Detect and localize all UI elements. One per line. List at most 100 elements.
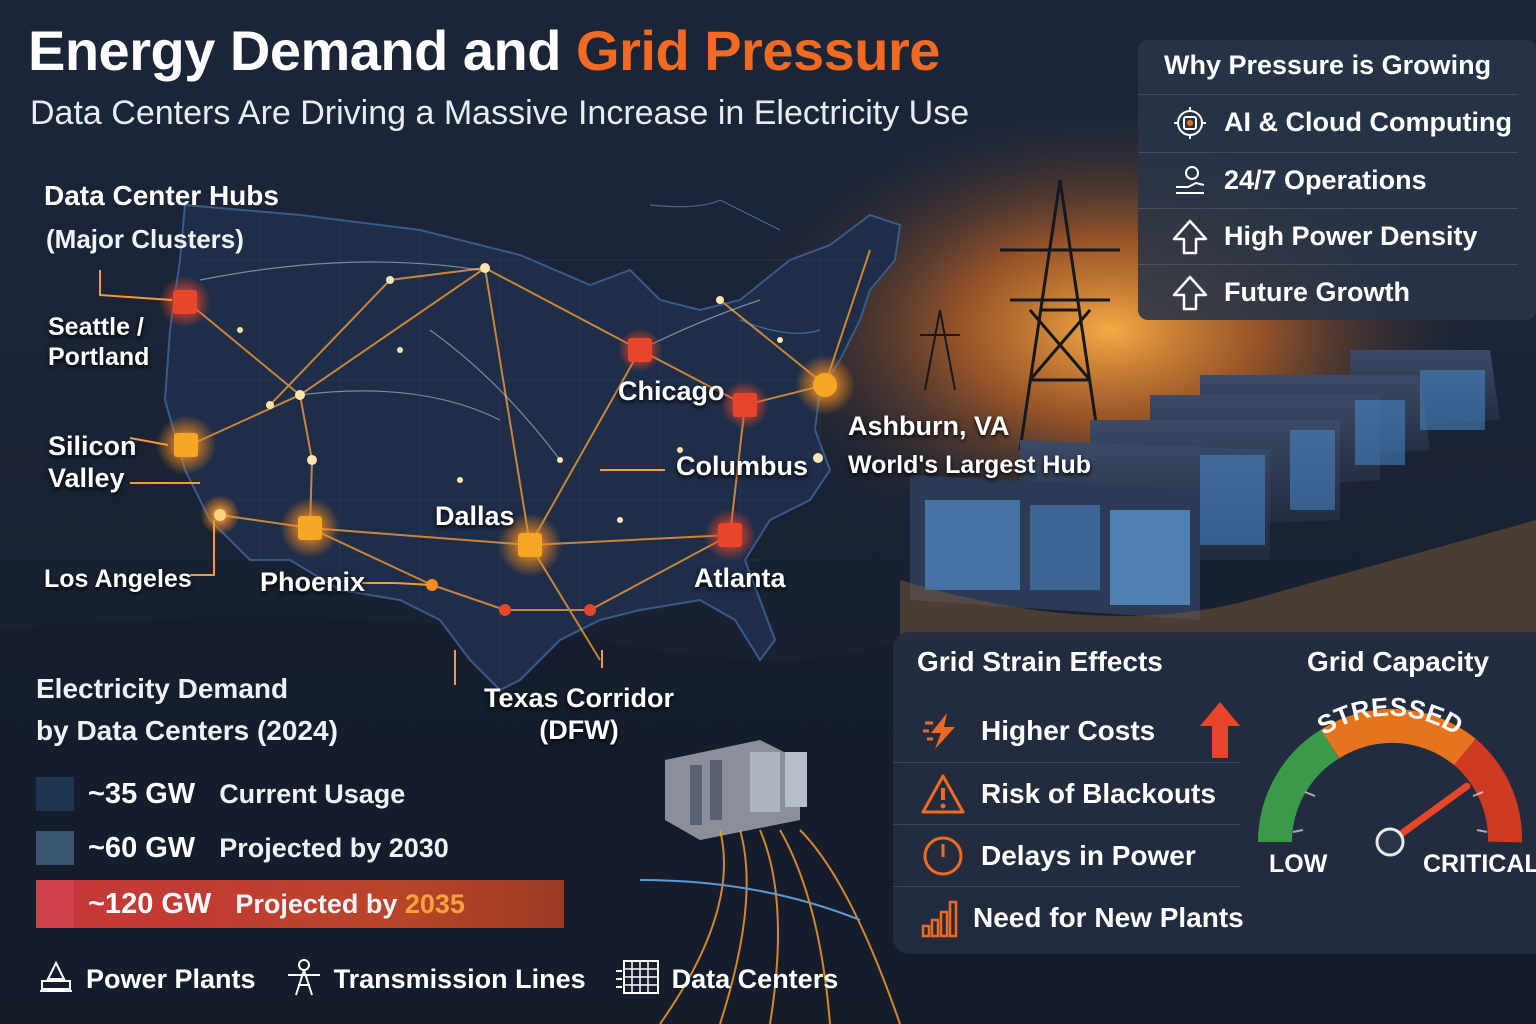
demand-label-year: 2035 [404, 888, 465, 919]
hub-dallas [518, 533, 542, 557]
demand-label: Current Usage [219, 778, 406, 809]
glowing-transmission-paths [639, 829, 901, 1024]
hub-phoenix [298, 516, 322, 540]
label-silicon-line1: Silicon [48, 431, 137, 461]
label-texas-corridor: Texas Corridor (DFW) [484, 682, 674, 747]
transmission-tower [1000, 179, 1120, 451]
label-leaders [99, 270, 665, 685]
gauge-low-segment [1258, 729, 1340, 843]
operations-icon [1164, 161, 1216, 201]
us-map-outline [163, 203, 902, 692]
demand-swatch [36, 831, 74, 865]
strain-item-costs: Higher Costs [893, 700, 1240, 762]
city-lights [237, 263, 823, 616]
demand-value: ~60 GW [88, 831, 196, 864]
label-dallas: Dallas [435, 501, 515, 531]
strain-item-new-plants: Need for New Plants [893, 886, 1244, 948]
gauge-high-segment [1453, 739, 1523, 843]
why-pressure-panel: Why Pressure is Growing AI & Cloud Compu… [1138, 40, 1536, 320]
demand-value: ~35 GW [88, 777, 196, 810]
gauge-hub [1375, 827, 1405, 857]
why-item-density: High Power Density [1138, 208, 1518, 264]
demand-title: Electricity Demand by Data Centers (2024… [36, 668, 338, 752]
label-silicon-valley: Silicon Valley [48, 430, 137, 495]
demand-row-current: ~35 GW Current Usage [36, 774, 405, 814]
label-seattle-line2: Portland [48, 343, 150, 371]
strain-item-label: Risk of Blackouts [981, 777, 1216, 809]
data-center-icon [614, 957, 662, 1002]
strain-item-label: Delays in Power [981, 839, 1196, 871]
label-texas-line2: (DFW) [539, 715, 619, 746]
demand-label: Projected by 2030 [219, 832, 449, 863]
hub-seattle [173, 290, 197, 314]
label-ashburn: Ashburn, VA [848, 411, 1010, 441]
legend-label: Data Centers [671, 963, 839, 994]
page-title: Energy Demand and Grid Pressure [28, 18, 940, 83]
warning-icon [917, 772, 969, 816]
hub-nodes [156, 276, 855, 577]
demand-swatch [36, 777, 74, 811]
hubs-subtitle: (Major Clusters) [46, 224, 244, 254]
legend-transmission-lines: Transmission Lines [284, 957, 586, 1002]
up-arrow-icon [1164, 273, 1216, 313]
clock-icon [917, 834, 969, 878]
hub-silicon-valley [174, 433, 198, 457]
label-atlanta: Atlanta [694, 563, 786, 593]
why-item-label: AI & Cloud Computing [1224, 107, 1512, 137]
lightning-icon [917, 709, 969, 753]
strain-item-label: Need for New Plants [973, 901, 1244, 933]
gauge-needle [1386, 782, 1471, 846]
hub-atlanta [718, 523, 742, 547]
up-arrow-icon [1164, 217, 1216, 257]
demand-title-line2: by Data Centers (2024) [36, 715, 338, 746]
page-subtitle: Data Centers Are Driving a Massive Incre… [30, 94, 970, 132]
demand-swatch [36, 880, 74, 928]
hub-los-angeles [214, 509, 226, 521]
label-silicon-line2: Valley [48, 463, 125, 494]
label-phoenix: Phoenix [260, 567, 366, 597]
label-chicago: Chicago [618, 376, 725, 406]
label-los-angeles: Los Angeles [44, 565, 192, 593]
label-texas-line1: Texas Corridor [484, 683, 675, 713]
legend-label: Power Plants [86, 963, 256, 994]
bar-chart-icon [917, 896, 961, 940]
label-columbus: Columbus [676, 451, 808, 481]
why-panel-title: Why Pressure is Growing [1164, 50, 1492, 80]
increase-arrow-icon [1200, 702, 1240, 758]
why-item-label: Future Growth [1224, 277, 1410, 307]
map-legend: Power Plants Transmission Lines Data Cen… [36, 956, 866, 1002]
grid-strain-panel: Grid Strain Effects Grid Capacity Higher… [893, 632, 1536, 954]
ai-chip-icon [1164, 103, 1216, 143]
power-plant-icon [36, 959, 76, 1000]
demand-row-2035: ~120 GW Projected by 2035 [36, 880, 564, 928]
why-item-operations: 24/7 Operations [1138, 152, 1518, 208]
legend-data-centers: Data Centers [614, 957, 839, 1002]
label-seattle: Seattle / Portland [48, 312, 149, 372]
label-ashburn-note: World's Largest Hub [848, 451, 1092, 479]
data-center-campus [900, 350, 1536, 640]
demand-title-line1: Electricity Demand [36, 673, 289, 704]
label-seattle-line1: Seattle / [48, 313, 144, 341]
demand-label: Projected by 2035 [235, 889, 465, 920]
hub-ashburn [813, 373, 837, 397]
strain-panel-title: Grid Strain Effects [917, 646, 1163, 677]
legend-label: Transmission Lines [333, 963, 586, 994]
title-accent: Grid Pressure [576, 19, 940, 82]
why-item-label: 24/7 Operations [1224, 165, 1427, 195]
strain-item-label: Higher Costs [981, 715, 1156, 746]
strain-item-delays: Delays in Power [893, 824, 1240, 886]
grid-capacity-gauge: STRESSED [1258, 692, 1523, 857]
demand-row-2030: ~60 GW Projected by 2030 [36, 828, 449, 868]
capacity-title: Grid Capacity [1307, 646, 1490, 677]
map-grid [190, 210, 880, 680]
gauge-low-label: LOW [1269, 850, 1328, 878]
why-item-label: High Power Density [1224, 221, 1478, 251]
demand-label-prefix: Projected by [235, 888, 405, 919]
gauge-mid-segment [1320, 708, 1476, 766]
title-main: Energy Demand and [28, 19, 577, 82]
legend-power-plants: Power Plants [36, 959, 256, 1000]
strain-item-blackouts: Risk of Blackouts [893, 762, 1240, 824]
gauge-critical-label: CRITICAL [1423, 850, 1536, 878]
